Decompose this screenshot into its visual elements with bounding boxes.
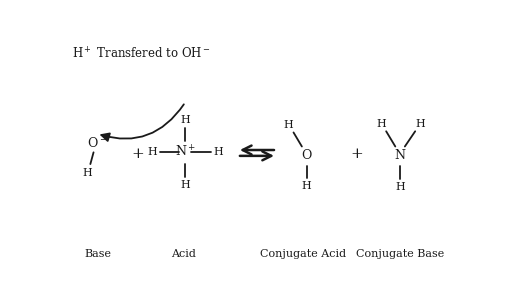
- Text: Conjugate Acid: Conjugate Acid: [260, 249, 346, 259]
- Text: +: +: [131, 147, 144, 161]
- Text: H: H: [302, 181, 311, 191]
- Text: H: H: [395, 182, 405, 192]
- Text: Base: Base: [85, 249, 111, 259]
- Text: H: H: [415, 119, 425, 129]
- Text: H: H: [148, 147, 157, 157]
- Text: +: +: [350, 147, 363, 161]
- Text: H: H: [82, 168, 92, 178]
- Text: Conjugate Base: Conjugate Base: [356, 249, 444, 259]
- Text: H: H: [213, 147, 223, 157]
- Text: H: H: [377, 119, 386, 129]
- Text: H: H: [181, 115, 190, 125]
- Text: H: H: [284, 120, 293, 130]
- Text: O: O: [302, 149, 312, 162]
- Text: $\mathregular{O^-}$: $\mathregular{O^-}$: [87, 136, 107, 150]
- Text: $\mathregular{N^+}$: $\mathregular{N^+}$: [175, 145, 196, 160]
- Text: H: H: [181, 180, 190, 190]
- Text: N: N: [394, 149, 406, 162]
- FancyArrowPatch shape: [102, 104, 184, 141]
- Text: Acid: Acid: [171, 249, 196, 259]
- Text: H$^+$ Transfered to OH$^-$: H$^+$ Transfered to OH$^-$: [72, 46, 211, 61]
